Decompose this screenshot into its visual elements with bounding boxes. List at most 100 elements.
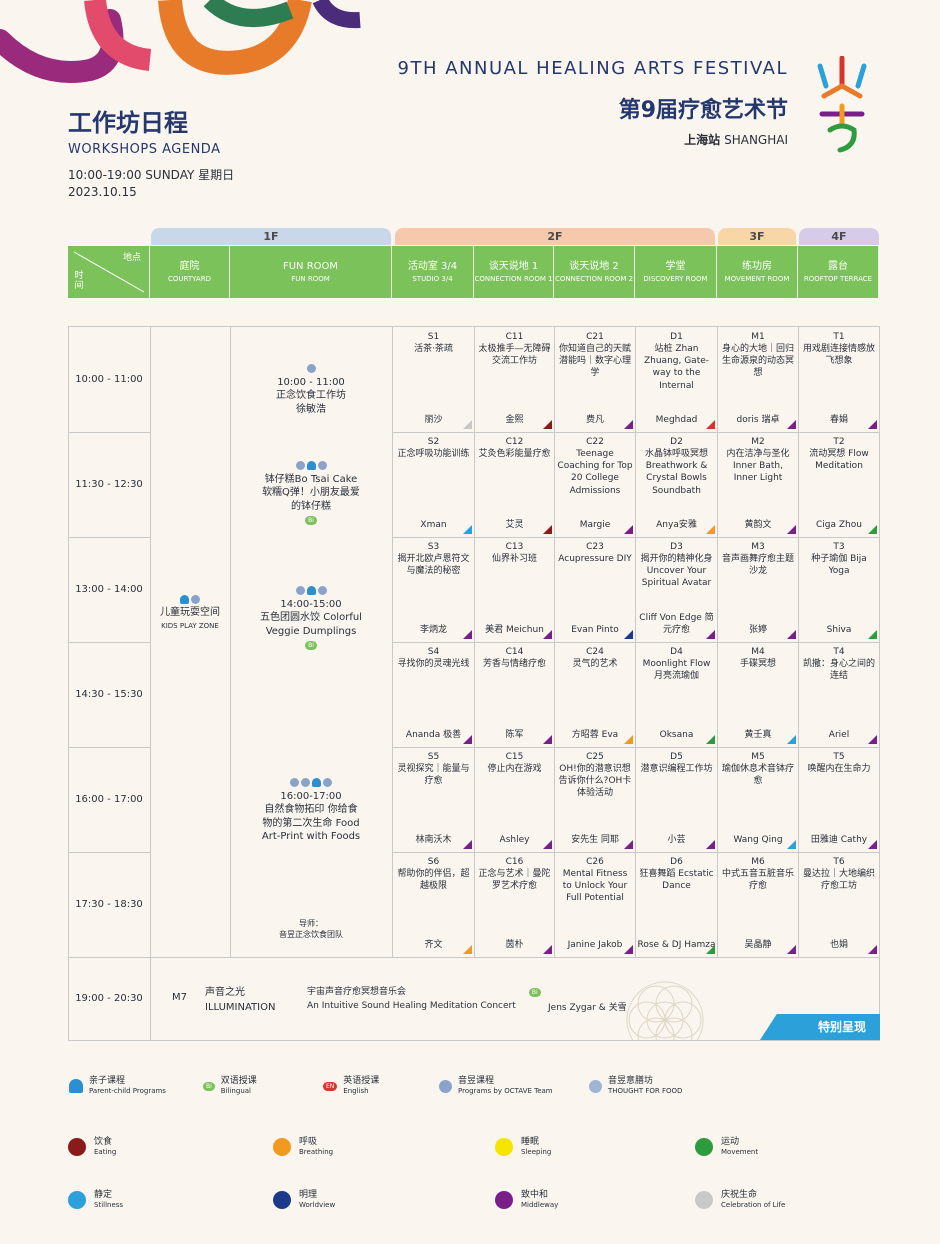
thought-for-food-icon bbox=[589, 1079, 602, 1093]
session-host: Margie bbox=[579, 519, 611, 530]
session-code: S6 bbox=[427, 857, 440, 867]
session-cell: S2 正念呼吸功能训练 Xman bbox=[393, 432, 474, 536]
session-host: 也娟 bbox=[829, 939, 848, 950]
octave-icon bbox=[191, 595, 200, 604]
event-date: 2023.10.15 bbox=[68, 185, 137, 199]
session-code: D6 bbox=[670, 857, 683, 867]
grid-line bbox=[68, 432, 150, 433]
floor-label-2f: 2F bbox=[395, 228, 715, 245]
session-title: 潜意识编程工作坊 bbox=[640, 764, 713, 775]
english-badge-icon: EN bbox=[323, 1081, 338, 1091]
session-code: D2 bbox=[670, 437, 683, 447]
grid-line bbox=[392, 326, 393, 957]
theme-corner-icon bbox=[543, 840, 552, 849]
stillness-icon bbox=[68, 1191, 86, 1209]
bilingual-badge-icon: Bi bbox=[528, 988, 541, 997]
session-host: 吴晶静 bbox=[744, 939, 772, 950]
theme-corner-icon bbox=[706, 735, 715, 744]
breathing-icon bbox=[273, 1138, 291, 1156]
legend-parent-child: 亲子课程 Parent-child Programs bbox=[68, 1076, 203, 1096]
session-code: C24 bbox=[586, 647, 604, 657]
session-cell: D2 水晶钵呼吸冥想 Breathwork & Crystal Bowls Sou… bbox=[636, 432, 717, 536]
venue-discovery: 学堂 DISCOVERY ROOM bbox=[635, 246, 717, 298]
session-host: 田雅迪 Cathy bbox=[810, 834, 868, 845]
session-title: 狂喜舞蹈 Ecstatic Dance bbox=[639, 869, 714, 892]
time-slot: 14:30 - 15:30 bbox=[75, 689, 143, 700]
parent-child-icon bbox=[312, 777, 321, 787]
floor-label-3f: 3F bbox=[718, 228, 796, 245]
grid-line bbox=[392, 537, 879, 538]
session-host: 黄壬真 bbox=[744, 729, 772, 740]
grid-line bbox=[68, 747, 150, 748]
grid-line bbox=[392, 747, 879, 748]
session-host: Evan Pinto bbox=[571, 624, 619, 635]
session-title: 种子瑜伽 Bija Yoga bbox=[811, 554, 867, 577]
session-title: 停止内在游戏 bbox=[487, 764, 542, 775]
theme-corner-icon bbox=[868, 945, 877, 954]
session-cell: C23 Acupressure DIY Evan Pinto bbox=[555, 537, 635, 641]
session-code: S2 bbox=[427, 437, 440, 447]
session-code: C25 bbox=[586, 752, 604, 762]
legend-sleeping: 睡眠 Sleeping bbox=[495, 1137, 695, 1157]
octave-icon bbox=[301, 777, 310, 787]
floor-label-1f: 1F bbox=[151, 228, 391, 245]
session-host: Shiva bbox=[826, 624, 852, 635]
theme-corner-icon bbox=[624, 735, 633, 744]
venue-connection-1: 谈天说地 1 CONNECTION ROOM 1 bbox=[474, 246, 554, 298]
legend-stillness: 静定 Stillness bbox=[68, 1190, 273, 1210]
session-cell: S3 揭开北欧卢恩符文与魔法的秘密 李炳龙 bbox=[393, 537, 474, 641]
theme-corner-icon bbox=[543, 525, 552, 534]
kids-play-zone: 儿童玩耍空间 KIDS PLAY ZONE bbox=[150, 590, 230, 660]
session-code: D5 bbox=[670, 752, 683, 762]
funroom-session: 16:00-17:00 自然食物拓印 你给食物的第二次生命 Food Art-Pr… bbox=[258, 772, 364, 884]
parent-child-icon bbox=[180, 595, 189, 604]
theme-corner-icon bbox=[706, 840, 715, 849]
theme-corner-icon bbox=[624, 420, 633, 429]
session-title: 唤醒内在生命力 bbox=[807, 764, 871, 775]
session-code: T5 bbox=[833, 752, 845, 762]
grid-line bbox=[68, 852, 150, 853]
theme-corner-icon bbox=[463, 735, 472, 744]
theme-corner-icon bbox=[706, 525, 715, 534]
session-host: 茵朴 bbox=[505, 939, 524, 950]
grid-line bbox=[230, 326, 231, 957]
grid-line bbox=[717, 326, 718, 957]
session-code: M6 bbox=[751, 857, 765, 867]
theme-corner-icon bbox=[624, 840, 633, 849]
session-title: 寻找你的灵魂光线 bbox=[397, 659, 470, 670]
middleway-icon bbox=[495, 1191, 513, 1209]
session-cell: D4 Moonlight Flow 月亮流瑜伽 Oksana bbox=[636, 642, 717, 746]
octave-icon bbox=[323, 777, 332, 787]
legend-themes-row-2: 静定 Stillness 明理 Worldview 致中和 Middleway 庆祝生… bbox=[68, 1190, 848, 1210]
session-code: C12 bbox=[505, 437, 524, 447]
session-host: 丽沙 bbox=[424, 414, 443, 425]
session-title: 正念与艺术｜曼陀罗艺术疗愈 bbox=[478, 869, 551, 892]
legend-worldview: 明理 Worldview bbox=[273, 1190, 495, 1210]
session-host: 张婷 bbox=[748, 624, 767, 635]
theme-corner-icon bbox=[543, 945, 552, 954]
venue-fun-room: FUN ROOM FUN ROOM bbox=[230, 246, 392, 298]
session-title: 灵气的艺术 bbox=[572, 659, 618, 670]
octave-icon bbox=[317, 460, 327, 470]
session-title: 灵视探究｜能量与疗愈 bbox=[397, 764, 470, 787]
session-title: 揭开北欧卢恩符文与魔法的秘密 bbox=[397, 554, 470, 577]
festival-city: 上海站 SHANGHAI bbox=[684, 133, 788, 147]
time-slot: 13:00 - 14:00 bbox=[75, 584, 143, 595]
theme-corner-icon bbox=[787, 840, 796, 849]
session-cell: M3 音声画舞疗愈主题沙龙 张婷 bbox=[718, 537, 798, 641]
session-code: T6 bbox=[833, 857, 845, 867]
session-cell: C24 灵气的艺术方昭蓉 Eva bbox=[555, 642, 635, 746]
theme-corner-icon bbox=[463, 840, 472, 849]
grid-line bbox=[68, 642, 150, 643]
session-cell: D1 站桩 Zhan Zhuang, Gate-way to the Intern… bbox=[636, 327, 717, 431]
session-cell: M2 内在洁净与圣化 Inner Bath, Inner Light 黄韵文 bbox=[718, 432, 798, 536]
theme-corner-icon bbox=[543, 735, 552, 744]
session-cell: C21 你知道自己的天赋潜能吗｜数字心理学 费凡 bbox=[555, 327, 635, 431]
grid-line bbox=[68, 957, 880, 958]
session-cell: C15 停止内在游戏 Ashley bbox=[475, 747, 554, 851]
session-host: 方昭蓉 Eva bbox=[571, 729, 619, 740]
theme-corner-icon bbox=[463, 630, 472, 639]
grid-line bbox=[68, 537, 150, 538]
legend-eating: 饮食 Eating bbox=[68, 1137, 273, 1157]
session-host: Meghdad bbox=[655, 414, 698, 425]
